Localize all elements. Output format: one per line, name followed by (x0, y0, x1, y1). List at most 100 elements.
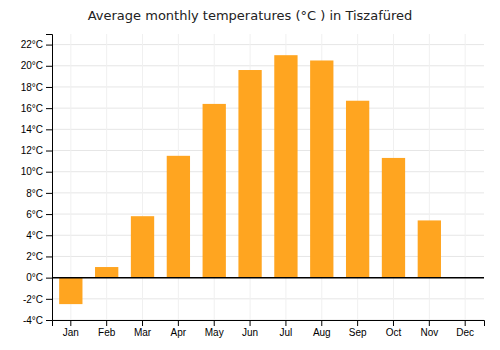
x-tick-mark (178, 320, 179, 326)
x-tick: Jun (242, 320, 258, 338)
y-tick-mark (46, 45, 52, 46)
y-tick: 6°C (26, 209, 52, 220)
x-tick: Aug (313, 320, 331, 338)
bar (59, 278, 82, 304)
y-tick-label: 0°C (26, 272, 43, 283)
x-tick-label: Oct (386, 327, 402, 338)
x-tick: Feb (98, 320, 116, 338)
bar (203, 104, 226, 278)
x-tick-mark (285, 320, 286, 326)
x-tick-label: Nov (420, 327, 438, 338)
x-tick: Sep (349, 320, 367, 338)
grid-line-y (52, 86, 484, 87)
x-tick-mark (429, 320, 430, 326)
y-tick: 20°C (21, 60, 52, 71)
x-tick-mark (321, 320, 322, 326)
y-tick-label: -2°C (23, 294, 43, 305)
x-tick-mark (357, 320, 358, 326)
y-tick-label: 2°C (26, 251, 43, 262)
x-tick-label: Aug (313, 327, 331, 338)
y-tick-label: 10°C (21, 166, 43, 177)
x-tick: Jan (63, 320, 79, 338)
x-tick-label: Dec (456, 327, 474, 338)
x-tick: Apr (171, 320, 187, 338)
y-tick-mark (46, 108, 52, 109)
x-tick-mark (250, 320, 251, 326)
y-tick-label: 18°C (21, 82, 43, 93)
y-tick-mark (46, 172, 52, 173)
plot-area: -4°C -2°C 0°C 2°C 4°C 6°C 8°C 10°C 12°C 14°C 16°C 1… (21, 34, 485, 338)
y-tick-mark (46, 278, 52, 279)
x-tick-mark (70, 320, 71, 326)
y-tick: 18°C (21, 82, 52, 93)
y-tick-mark (46, 256, 52, 257)
x-tick: Dec (456, 320, 474, 338)
y-tick: 12°C (21, 145, 52, 156)
title: Average monthly temperatures (°C ) in Ti… (88, 8, 413, 23)
x-tick-mark (465, 320, 466, 326)
y-tick: 14°C (21, 124, 52, 135)
x-axis-line (53, 321, 485, 327)
x-axis: Jan Feb Mar Apr May Jun Jul Aug Sep Oct Nov Dec (53, 320, 485, 338)
grid (52, 34, 484, 320)
y-tick: -2°C (23, 294, 52, 305)
chart: -4°C -2°C 0°C 2°C 4°C 6°C 8°C 10°C 12°C 14°C 16°C 1… (0, 0, 500, 350)
bar (310, 60, 333, 277)
x-tick-label: Apr (171, 327, 187, 338)
y-tick: 22°C (21, 39, 52, 50)
y-tick-mark (46, 299, 52, 300)
bar (95, 267, 118, 278)
bar (274, 55, 297, 277)
grid-line-y (52, 214, 484, 215)
x-tick-label: Mar (134, 327, 152, 338)
bar (131, 216, 154, 277)
x-tick-label: May (205, 327, 224, 338)
x-tick-label: Jul (280, 327, 293, 338)
x-tick: Mar (134, 320, 152, 338)
y-tick: 2°C (26, 251, 52, 262)
grid-line-y (52, 108, 484, 109)
y-tick-label: 8°C (26, 188, 43, 199)
x-tick-mark (393, 320, 394, 326)
y-tick-label: 22°C (21, 39, 43, 50)
y-tick: -4°C (23, 315, 52, 326)
x-tick-mark (106, 320, 107, 326)
y-tick-mark (46, 320, 52, 321)
y-tick-label: 20°C (21, 60, 43, 71)
grid-line-y (52, 192, 484, 193)
y-tick-label: 4°C (26, 230, 43, 241)
y-tick-mark (46, 87, 52, 88)
x-tick-label: Feb (98, 327, 116, 338)
bars (59, 55, 441, 304)
grid-line-y (52, 44, 484, 45)
bar (418, 220, 441, 277)
x-tick: Nov (420, 320, 438, 338)
y-tick: 16°C (21, 103, 52, 114)
x-tick: Jul (280, 320, 293, 338)
y-tick-mark (46, 235, 52, 236)
grid-line-y (52, 129, 484, 130)
y-tick: 8°C (26, 188, 52, 199)
grid-line-y (52, 65, 484, 66)
y-tick-label: 6°C (26, 209, 43, 220)
y-tick-label: 16°C (21, 103, 43, 114)
grid-line-y (52, 171, 484, 172)
y-tick-mark (46, 151, 52, 152)
y-tick-label: 12°C (21, 145, 43, 156)
background (0, 0, 500, 350)
grid-line-y (52, 298, 484, 299)
y-tick-label: 14°C (21, 124, 43, 135)
y-tick-mark (46, 129, 52, 130)
x-tick-label: Sep (349, 327, 367, 338)
y-tick-mark (46, 66, 52, 67)
x-tick-label: Jan (63, 327, 79, 338)
bar (346, 101, 369, 278)
bar (167, 156, 190, 278)
grid-line-y (52, 277, 484, 278)
x-tick: Oct (386, 320, 402, 338)
y-tick: 4°C (26, 230, 52, 241)
y-axis-line (46, 35, 53, 321)
grid-line-y (52, 150, 484, 151)
y-tick-mark (46, 193, 52, 194)
x-tick-mark (214, 320, 215, 326)
